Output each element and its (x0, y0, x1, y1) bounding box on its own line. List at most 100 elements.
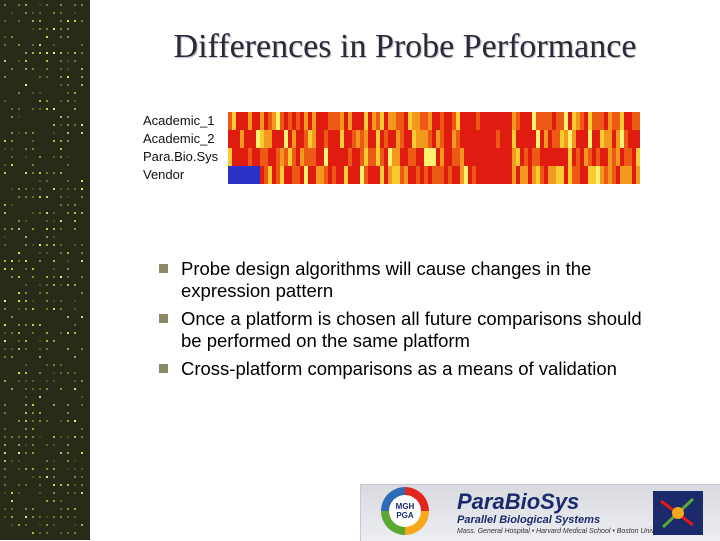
array-spot (39, 492, 41, 494)
heatmap-cell (272, 112, 277, 130)
array-spot (53, 476, 55, 478)
heatmap-row-label: Para.Bio.Sys (143, 149, 219, 164)
array-spot (18, 44, 20, 46)
heatmap-cell (516, 112, 521, 130)
heatmap-cell (548, 112, 553, 130)
array-spot (39, 4, 41, 6)
array-spot (18, 460, 20, 462)
array-spot (4, 428, 6, 430)
heatmap-cell (616, 148, 621, 166)
brand-institutions: Mass. General Hospital • Harvard Medical… (457, 528, 672, 535)
heatmap-cell (384, 166, 389, 184)
array-spot (60, 516, 62, 518)
array-spot (4, 492, 6, 494)
heatmap-cell (356, 166, 361, 184)
array-spot (67, 260, 69, 262)
array-spot (4, 452, 6, 454)
heatmap-cell (432, 166, 437, 184)
array-spot (74, 372, 76, 374)
heatmap-cell (544, 130, 549, 148)
array-spot (11, 492, 13, 494)
array-spot (53, 468, 55, 470)
array-spot (46, 52, 48, 54)
array-spot (60, 204, 62, 206)
heatmap-cell (560, 166, 565, 184)
heatmap-cell (456, 112, 461, 130)
heatmap-cell (608, 166, 613, 184)
array-spot (46, 300, 48, 302)
array-spot (53, 404, 55, 406)
array-spot (67, 420, 69, 422)
heatmap-cell (588, 148, 593, 166)
array-spot (67, 84, 69, 86)
array-spot (39, 28, 41, 30)
heatmap-cell (616, 130, 621, 148)
array-spot (39, 156, 41, 158)
heatmap-cell (612, 130, 617, 148)
array-spot (4, 172, 6, 174)
array-spot (74, 388, 76, 390)
array-spot (53, 140, 55, 142)
heatmap-cell (484, 148, 489, 166)
heatmap-cell (248, 130, 253, 148)
heatmap-cell (452, 130, 457, 148)
array-spot (81, 4, 83, 6)
heatmap-cell (296, 148, 301, 166)
heatmap-cell (288, 112, 293, 130)
array-spot (25, 60, 27, 62)
array-spot (46, 36, 48, 38)
array-spot (11, 164, 13, 166)
heatmap-cell (480, 130, 485, 148)
array-spot (74, 420, 76, 422)
array-spot (74, 204, 76, 206)
array-spot (46, 76, 48, 78)
array-spot (60, 220, 62, 222)
heatmap-cell (484, 166, 489, 184)
heatmap-cell (372, 166, 377, 184)
heatmap-cell (432, 130, 437, 148)
bullet-item: Probe design algorithms will cause chang… (159, 258, 700, 302)
array-spot (81, 188, 83, 190)
array-spot (25, 284, 27, 286)
microarray-dot-pattern (4, 4, 83, 534)
array-spot (39, 212, 41, 214)
heatmap-cell (232, 112, 237, 130)
heatmap-cell (604, 112, 609, 130)
heatmap-cell (388, 112, 393, 130)
heatmap-cell (536, 148, 541, 166)
array-spot (4, 204, 6, 206)
array-spot (46, 276, 48, 278)
array-spot (60, 308, 62, 310)
array-spot (74, 100, 76, 102)
heatmap-cell (540, 130, 545, 148)
array-spot (67, 444, 69, 446)
heatmap-cell (468, 148, 473, 166)
array-spot (18, 292, 20, 294)
array-spot (74, 476, 76, 478)
array-spot (67, 164, 69, 166)
array-spot (60, 388, 62, 390)
heatmap-cell (448, 130, 453, 148)
array-spot (25, 68, 27, 70)
heatmap-cell (392, 112, 397, 130)
array-spot (74, 220, 76, 222)
heatmap-cell (516, 130, 521, 148)
array-spot (18, 340, 20, 342)
heatmap-cell (396, 166, 401, 184)
heatmap-cell (512, 148, 517, 166)
heatmap-cell (408, 112, 413, 130)
heatmap-cell (336, 112, 341, 130)
array-spot (74, 284, 76, 286)
heatmap-cell (464, 112, 469, 130)
heatmap-cell (336, 148, 341, 166)
array-spot (60, 60, 62, 62)
array-spot (18, 380, 20, 382)
array-spot (67, 484, 69, 486)
heatmap-cell (436, 166, 441, 184)
array-spot (25, 12, 27, 14)
heatmap-cell (612, 148, 617, 166)
heatmap-cell (552, 112, 557, 130)
array-spot (60, 12, 62, 14)
heatmap-cell (376, 112, 381, 130)
heatmap-cell (304, 130, 309, 148)
